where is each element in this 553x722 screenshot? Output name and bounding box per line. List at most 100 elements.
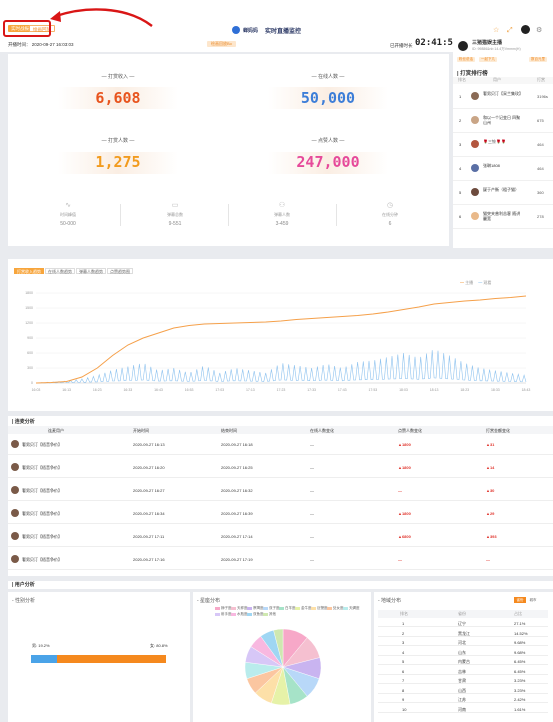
tab-tip-trend[interactable]: 打赏收入趋势 [14, 268, 44, 274]
avatar [11, 486, 19, 494]
avatar [471, 140, 479, 148]
legend-item: 天蝎座 [343, 606, 360, 611]
x-tick-label: 16:53 [185, 388, 194, 392]
mic-user: 奢男贝汀【梧音争价】 [22, 511, 62, 516]
tip-income-value: 6,608 [95, 89, 141, 107]
y-tick-label: 900 [27, 336, 33, 340]
list-item: 4 山东 9.68% [378, 648, 548, 656]
mic-user: 奢男贝汀【梧音争价】 [22, 488, 62, 493]
users-icon: ⚇ [278, 202, 286, 209]
cell-online: — [310, 557, 314, 562]
ranking-row[interactable]: 2 和以一个记变日 四聚山州 675 [453, 109, 553, 133]
ranking-row[interactable]: 1 奢男贝汀【采兰集玫】 3196s [453, 85, 553, 109]
sub-stat-peak: ∿ 时间峰值 50-000 [60, 202, 76, 227]
legend-item: 天秤座 [231, 606, 248, 611]
avatar [11, 532, 19, 540]
settings-icon[interactable]: ⚙ [536, 27, 543, 34]
x-tick-label: 16:33 [123, 388, 132, 392]
toggle-province[interactable]: 省份 [514, 597, 526, 603]
x-tick-label: 18:13 [430, 388, 439, 392]
table-row[interactable]: 奢男贝汀【梧音争价】 2020-09-27 16:13 2020-09-27 16:… [8, 434, 553, 455]
y-tick-label: 1500 [25, 306, 33, 310]
tab-like-trend[interactable]: 点赞趋势图 [107, 268, 133, 274]
tab-replay[interactable]: 绘画回放 [29, 25, 55, 32]
table-row[interactable]: 奢男贝汀【梧音争价】 2020-09-27 17:16 2020-09-27 17:… [8, 549, 553, 570]
cell-end: 2020-09-27 16:25 [221, 465, 253, 470]
ranking-row[interactable]: 6 猫突夹普利苦客 随讲麗宽 278 [453, 205, 553, 229]
legend-item: 观看 [483, 280, 492, 285]
sub-stat-minutes: ◷ 在线分钟 6 [382, 202, 398, 227]
cell-likes: ▲1800 [398, 511, 411, 516]
gender-panel: - 性别分析 男: 19.2% 女: 80.8% [8, 592, 190, 722]
y-tick-label: 1800 [25, 291, 33, 295]
table-header: 连麦用户 开始时间 结束时间 在线人数变化 点赞人数变化 打赏金额变化 [8, 426, 553, 434]
ranking-row[interactable]: 4 张琳1808 464 [453, 157, 553, 181]
trend-chart: 16:03 16:13 16:23 16:33 16:43 16:53 17:03 17:13… [25, 291, 530, 392]
cell-tips: ▲29 [486, 511, 495, 516]
geo-title: - 地域分布 [378, 598, 402, 604]
cell-end: 2020-09-27 16:32 [221, 488, 253, 493]
list-item: 8 山西 3.23% [378, 686, 548, 694]
table-row[interactable]: 奢男贝汀【梧音争价】 2020-09-27 16:27 2020-09-27 16:… [8, 480, 553, 501]
cell-end: 2020-09-27 17:14 [221, 534, 253, 539]
highlight-box [3, 20, 51, 37]
table-row[interactable]: 奢男贝汀【梧音争价】 2020-09-27 16:34 2020-09-27 16:… [8, 503, 553, 524]
y-tick-label: 300 [27, 366, 33, 370]
legend-item: 狮子座 [215, 606, 232, 611]
cell-tips: ▲14 [486, 465, 495, 470]
cell-online: — [310, 442, 314, 447]
list-item: 3 河北 9.68% [378, 638, 548, 646]
ranking-header: 排名 用户 打赏 [453, 77, 553, 84]
toggle-city[interactable]: 城市 [529, 598, 537, 602]
tab-online-trend[interactable]: 在线人数趋势 [45, 268, 75, 274]
mic-analysis-panel: | 连麦分析 连麦用户 开始时间 结束时间 在线人数变化 点赞人数变化 打赏金额… [8, 416, 553, 576]
ranking-row[interactable]: 5 疑于产衡（粗子猫） 360 [453, 181, 553, 205]
avatar [11, 509, 19, 517]
start-time-label: 开播时间： [8, 42, 31, 47]
anchor-avatar[interactable] [458, 41, 468, 51]
male-label: 男: 19.2% [32, 643, 50, 648]
cell-end: 2020-09-27 17:19 [221, 557, 253, 562]
cell-likes: ▲1800 [398, 465, 411, 470]
cell-online: — [310, 488, 314, 493]
x-tick-label: 18:23 [460, 388, 469, 392]
table-row[interactable]: 奢男贝汀【梧音争价】 2020-09-27 17:11 2020-09-27 17:… [8, 526, 553, 547]
comment-icon: ▭ [171, 202, 179, 209]
tippers-value: 1,275 [95, 153, 141, 171]
mic-user: 奢男贝汀【梧音争价】 [22, 534, 62, 539]
cell-end: 2020-09-27 16:18 [221, 442, 253, 447]
likes-value: 247,000 [296, 153, 360, 171]
x-tick-label: 17:23 [277, 388, 286, 392]
star-icon[interactable]: ☆ [493, 27, 500, 34]
tippers-label: — 打赏人数 — [101, 138, 135, 144]
legend-item: 巨蟹座 [311, 606, 328, 611]
user-avatar-icon[interactable] [521, 25, 530, 34]
female-label: 女: 80.8% [150, 643, 168, 648]
pie-chart [244, 628, 322, 706]
avatar [471, 116, 479, 124]
tab-live-report[interactable]: 实时战报 [8, 25, 32, 32]
fullscreen-icon[interactable]: ⤢ [507, 27, 513, 34]
cell-start: 2020-09-27 16:20 [133, 465, 165, 470]
section-title: | 用户分析 [12, 582, 35, 588]
cell-start: 2020-09-27 16:34 [133, 511, 165, 516]
ranking-row[interactable]: 3 🌹三铃🌹🌹 464 [453, 133, 553, 157]
list-item: 7 甘肃 3.23% [378, 676, 548, 684]
legend-item: 水瓶座 [231, 612, 248, 617]
elapsed-time: 02:41:56 [415, 38, 459, 48]
replay-badge[interactable]: 绘画回放Bo [207, 41, 236, 47]
start-time-row: 开播时间： 2020-09-27 16:03:03 [8, 42, 74, 47]
legend-item: 主播 [465, 280, 474, 285]
cell-likes: — [398, 557, 402, 562]
cell-start: 2020-09-27 17:11 [133, 534, 165, 539]
age-panel: - 星座分布 狮子座 天秤座 摩羯座 双子座 白羊座 金牛座 巨蟹座 处女座 天蝎座 射手座 水瓶座… [193, 592, 371, 722]
table-row[interactable]: 奢男贝汀【梧音争价】 2020-09-27 16:20 2020-09-27 16:… [8, 457, 553, 478]
tab-comment-trend[interactable]: 弹幕人数趋势 [76, 268, 106, 274]
avatar [471, 92, 479, 100]
mic-user: 奢男贝汀【梧音争价】 [22, 557, 62, 562]
x-tick-label: 18:33 [491, 388, 500, 392]
age-title: - 星座分布 [197, 598, 221, 604]
pie-slice[interactable] [273, 628, 284, 668]
cell-start: 2020-09-27 16:27 [133, 488, 165, 493]
x-tick-label: 16:43 [154, 388, 163, 392]
